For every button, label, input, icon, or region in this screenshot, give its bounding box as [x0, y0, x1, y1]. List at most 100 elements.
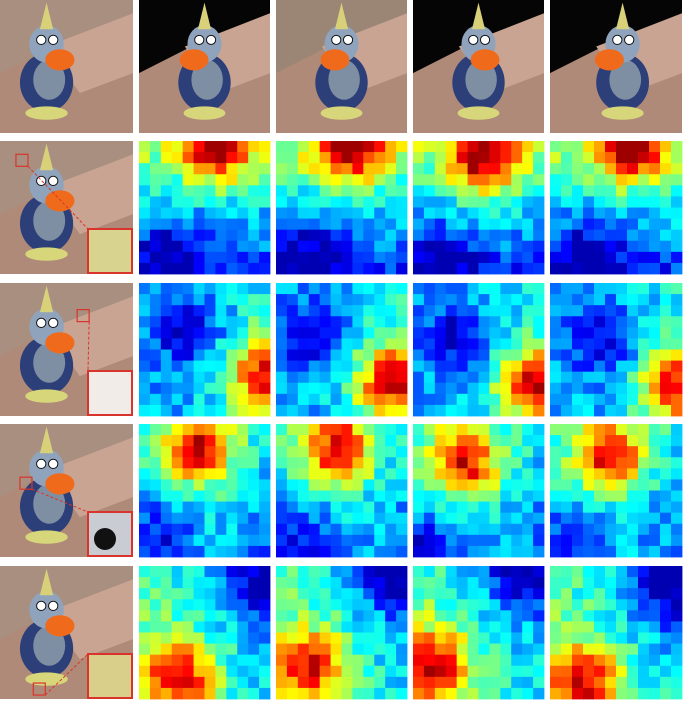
heat-cell [149, 512, 162, 525]
heat-cell [561, 424, 573, 436]
heat-cell [385, 468, 397, 480]
heat-cell [572, 654, 584, 667]
heat-cell [605, 534, 617, 547]
heat-cell [352, 446, 364, 458]
heat-cell [572, 218, 584, 231]
photo [413, 0, 544, 133]
heat-cell [149, 501, 162, 514]
heat-cell [423, 643, 436, 656]
heat-cell [671, 218, 683, 231]
heat-cell [616, 196, 628, 208]
heat-cell [478, 490, 490, 502]
heat-cell [605, 588, 617, 600]
heat-cell [297, 338, 310, 350]
heat-cell [226, 643, 238, 656]
heat-cell [605, 676, 617, 689]
heat-cell [319, 305, 331, 317]
heat-cell [363, 207, 375, 219]
eye [624, 34, 635, 46]
heat-cell [533, 435, 545, 447]
heat-cell [456, 404, 468, 417]
heat-cell [638, 218, 650, 231]
heat-cell [660, 621, 672, 633]
heat-cell [467, 393, 479, 406]
heat-cell [423, 435, 436, 447]
heat-cell [385, 523, 397, 536]
heat-cell [363, 305, 375, 317]
heat-cell [445, 654, 458, 667]
heat-cell [308, 446, 321, 458]
heat-cell [363, 262, 375, 275]
heat-cell [413, 610, 425, 622]
heat-cell [583, 599, 595, 611]
heat-cell [627, 338, 639, 350]
heat-cell [413, 360, 425, 373]
heat-cell [374, 676, 386, 689]
heat-cell [456, 577, 468, 589]
heat-cell [226, 632, 238, 644]
heat-cell [237, 545, 249, 558]
heat-cell [259, 327, 271, 339]
heat-cell [352, 316, 364, 328]
heat-cell [330, 621, 342, 633]
heat-cell [171, 588, 184, 600]
heat-cell [605, 141, 617, 153]
heat-cell [671, 545, 683, 558]
heat-cell [456, 545, 468, 558]
heat-cell [605, 338, 617, 350]
heat-cell [276, 457, 288, 469]
heat-cell [385, 566, 397, 578]
heat-cell [319, 687, 331, 700]
heat-cell [297, 479, 310, 491]
heat-cell [500, 196, 512, 208]
heat-cell [572, 152, 584, 164]
heat-cell [248, 490, 260, 502]
heat-cell [363, 196, 375, 208]
heat-cell [550, 490, 562, 502]
heat-cell [522, 621, 534, 633]
heat-cell [385, 262, 397, 275]
heat-cell [276, 382, 288, 395]
heat-cell [413, 404, 425, 417]
heat-cell [259, 621, 271, 633]
heat-cell [583, 327, 595, 339]
heat-cell [478, 654, 490, 667]
heat-cell [522, 229, 534, 242]
heat-cell [259, 534, 271, 547]
heat-cell [638, 468, 650, 480]
heat-cell [489, 446, 501, 458]
heat-cell [139, 283, 151, 295]
heat-cell [638, 185, 650, 197]
heat-cell [352, 621, 364, 633]
heat-cell [413, 305, 425, 317]
heat-cell [139, 610, 151, 622]
heat-cell [330, 141, 342, 153]
heat-cell [276, 174, 288, 186]
heat-cell [352, 404, 364, 417]
heat-cell [319, 665, 331, 678]
heat-cell [434, 676, 447, 689]
heat-cell [385, 382, 397, 395]
heat-cell [616, 218, 628, 231]
heat-cell [511, 501, 523, 514]
heat-cell [572, 665, 584, 678]
heat-cell [341, 512, 353, 525]
heat-cell [237, 512, 249, 525]
heat-cell [363, 360, 375, 373]
heat-cell [434, 577, 447, 589]
heat-cell [259, 610, 271, 622]
heat-cell [522, 174, 534, 186]
beak [470, 49, 500, 71]
heat-cell [550, 545, 562, 558]
heat-cell [297, 305, 310, 317]
heat-cell [638, 566, 650, 578]
heat-cell [561, 382, 573, 395]
heat-cell [204, 163, 216, 175]
heat-cell [500, 457, 512, 469]
crest [471, 2, 486, 30]
heat-cell [385, 305, 397, 317]
heatmap [276, 566, 408, 700]
heat-cell [319, 566, 331, 578]
heat-cell [330, 316, 342, 328]
heat-cell [149, 229, 162, 242]
